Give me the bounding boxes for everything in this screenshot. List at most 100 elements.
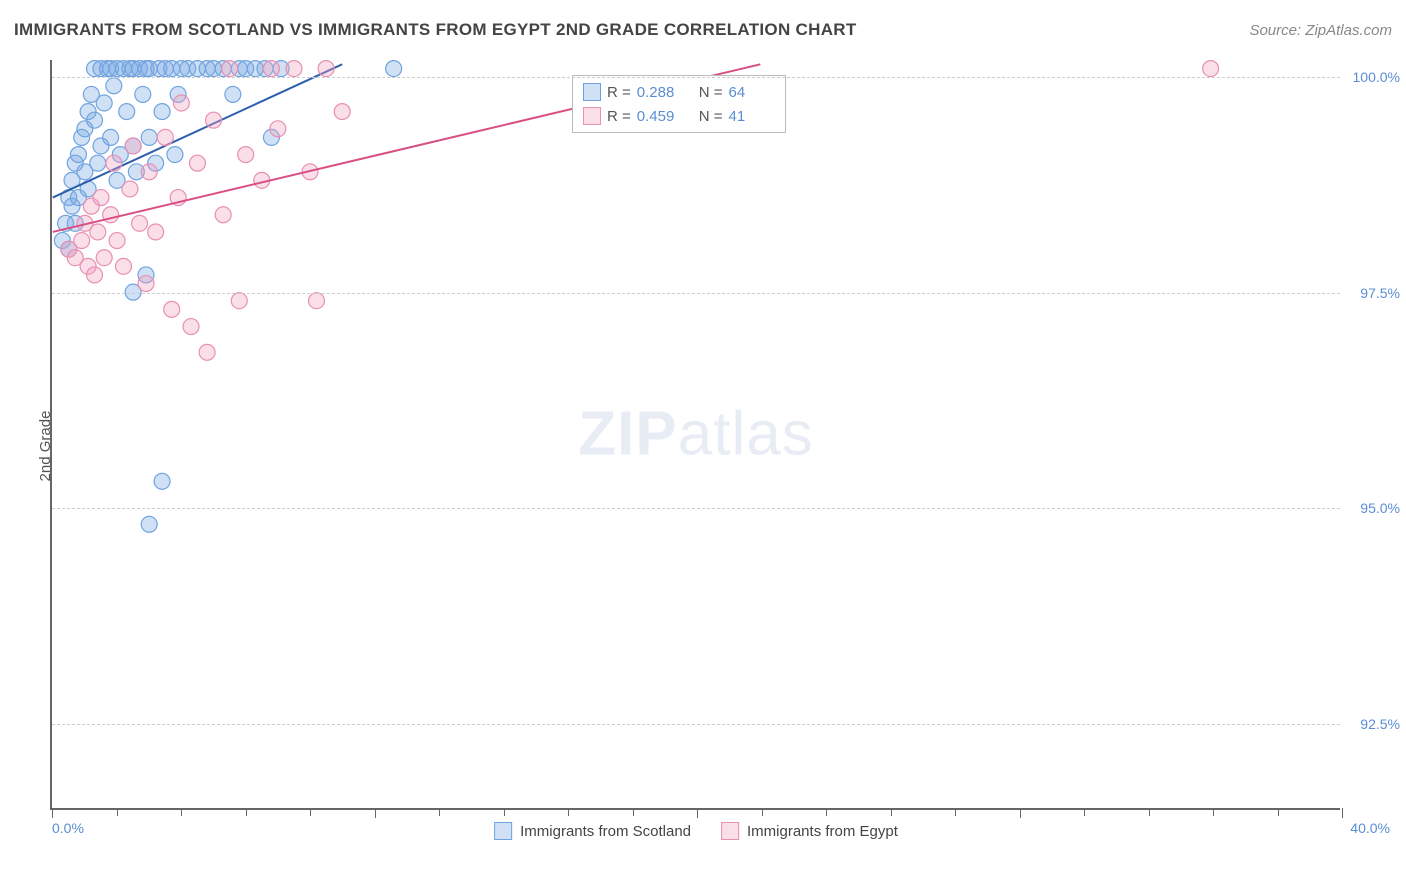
x-tick-minor (1278, 808, 1279, 816)
data-point-egypt (74, 233, 90, 249)
x-tick-minor (1213, 808, 1214, 816)
bottom-legend-item-egypt: Immigrants from Egypt (721, 822, 898, 840)
chart-title: IMMIGRANTS FROM SCOTLAND VS IMMIGRANTS F… (14, 20, 857, 40)
gridline (52, 77, 1340, 78)
data-point-scotland (103, 129, 119, 145)
data-point-egypt (308, 293, 324, 309)
bottom-legend: Immigrants from Scotland Immigrants from … (494, 822, 898, 840)
data-point-egypt (183, 319, 199, 335)
data-point-egypt (125, 138, 141, 154)
data-point-egypt (173, 95, 189, 111)
data-point-egypt (122, 181, 138, 197)
x-tick-minor (955, 808, 956, 816)
x-tick-minor (568, 808, 569, 816)
data-point-scotland (87, 112, 103, 128)
data-point-egypt (222, 61, 238, 77)
data-point-egypt (96, 250, 112, 266)
legend-label-egypt: Immigrants from Egypt (747, 823, 898, 840)
data-point-egypt (141, 164, 157, 180)
x-tick-minor (117, 808, 118, 816)
legend-n-label: N = (699, 108, 723, 125)
plot-area: ZIPatlas R =0.288N =64R =0.459N =41 Immi… (50, 60, 1340, 810)
x-tick-major (697, 808, 698, 818)
data-point-scotland (386, 61, 402, 77)
data-point-egypt (263, 61, 279, 77)
data-point-egypt (106, 155, 122, 171)
y-tick-label: 97.5% (1360, 285, 1400, 301)
gridline (52, 508, 1340, 509)
trend-line-scotland (53, 64, 342, 197)
data-point-egypt (199, 344, 215, 360)
data-point-egypt (238, 147, 254, 163)
data-point-scotland (225, 86, 241, 102)
legend-swatch-egypt (721, 822, 739, 840)
data-point-egypt (87, 267, 103, 283)
source-label: Source: ZipAtlas.com (1249, 22, 1392, 39)
data-point-egypt (286, 61, 302, 77)
data-point-scotland (70, 147, 86, 163)
legend-swatch-scotland (583, 83, 601, 101)
x-axis-min-label: 0.0% (52, 820, 84, 836)
legend-r-label: R = (607, 84, 631, 101)
stats-legend: R = 0.288 N = 64 R = 0.459 N = 41 (572, 75, 786, 133)
data-point-egypt (148, 224, 164, 240)
data-point-scotland (154, 104, 170, 120)
data-point-scotland (141, 516, 157, 532)
data-point-egypt (109, 233, 125, 249)
x-tick-minor (246, 808, 247, 816)
y-tick-label: 100.0% (1353, 69, 1400, 85)
data-point-egypt (270, 121, 286, 137)
legend-r-label: R = (607, 108, 631, 125)
data-point-scotland (135, 86, 151, 102)
legend-r-value: 0.288 (637, 84, 683, 101)
bottom-legend-item-scotland: Immigrants from Scotland (494, 822, 691, 840)
data-point-scotland (119, 104, 135, 120)
y-tick-label: 92.5% (1360, 716, 1400, 732)
x-tick-minor (891, 808, 892, 816)
x-tick-minor (762, 808, 763, 816)
y-tick-label: 95.0% (1360, 500, 1400, 516)
data-point-egypt (1203, 61, 1219, 77)
x-tick-major (375, 808, 376, 818)
data-point-scotland (90, 155, 106, 171)
data-point-scotland (96, 95, 112, 111)
legend-n-value: 64 (729, 84, 775, 101)
x-tick-minor (826, 808, 827, 816)
x-axis-max-label: 40.0% (1350, 820, 1390, 836)
x-tick-minor (1084, 808, 1085, 816)
data-point-scotland (154, 473, 170, 489)
data-point-egypt (334, 104, 350, 120)
data-point-egypt (138, 276, 154, 292)
x-tick-minor (504, 808, 505, 816)
data-point-egypt (318, 61, 334, 77)
data-point-scotland (167, 147, 183, 163)
x-tick-major (52, 808, 53, 818)
legend-label-scotland: Immigrants from Scotland (520, 823, 691, 840)
data-point-egypt (215, 207, 231, 223)
data-point-egypt (90, 224, 106, 240)
data-point-scotland (106, 78, 122, 94)
x-tick-minor (633, 808, 634, 816)
stats-legend-row-scotland: R = 0.288 N = 64 (583, 80, 775, 104)
data-point-egypt (132, 215, 148, 231)
gridline (52, 724, 1340, 725)
x-tick-minor (1149, 808, 1150, 816)
data-point-egypt (231, 293, 247, 309)
data-point-egypt (116, 258, 132, 274)
x-tick-minor (310, 808, 311, 816)
data-point-egypt (189, 155, 205, 171)
x-tick-minor (439, 808, 440, 816)
data-point-egypt (164, 301, 180, 317)
data-point-egypt (93, 190, 109, 206)
data-point-egypt (157, 129, 173, 145)
legend-n-value: 41 (729, 108, 775, 125)
data-point-scotland (141, 129, 157, 145)
x-tick-major (1342, 808, 1343, 818)
x-tick-major (1020, 808, 1021, 818)
x-tick-minor (181, 808, 182, 816)
legend-r-value: 0.459 (637, 108, 683, 125)
legend-n-label: N = (699, 84, 723, 101)
plot-svg (52, 60, 1340, 808)
stats-legend-row-egypt: R = 0.459 N = 41 (583, 104, 775, 128)
legend-swatch-egypt (583, 107, 601, 125)
